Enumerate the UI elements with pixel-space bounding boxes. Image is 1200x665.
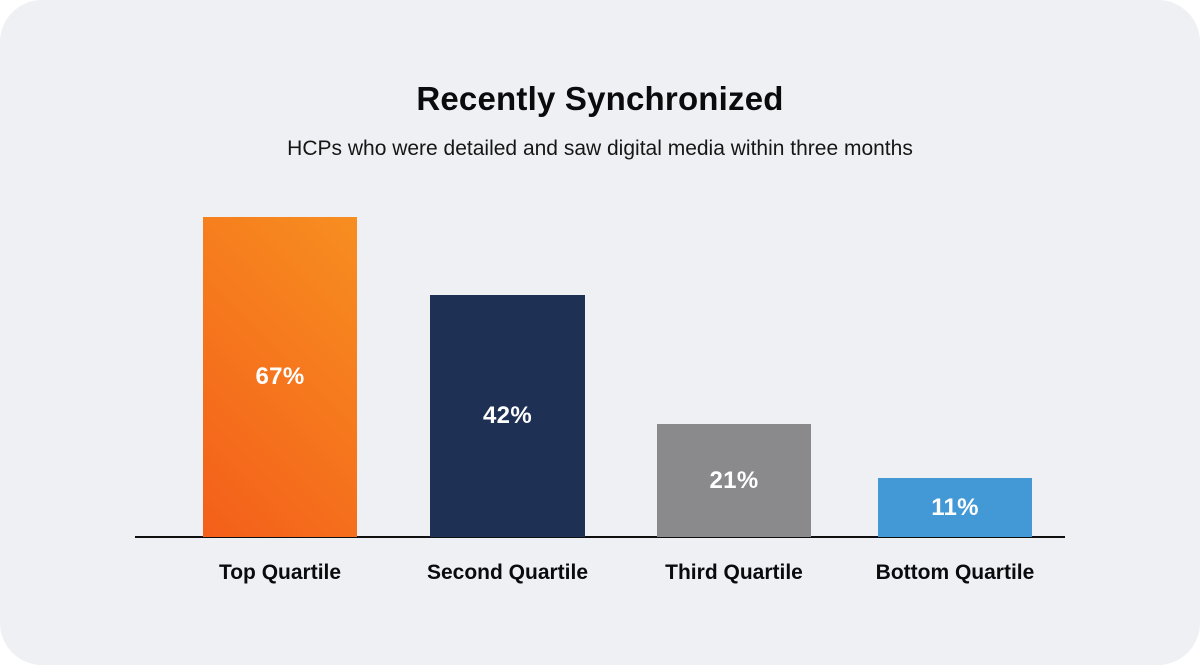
x-axis-line — [135, 536, 1065, 538]
category-label-second-quartile: Second Quartile — [426, 561, 589, 584]
category-label-top-quartile: Top Quartile — [218, 561, 342, 584]
category-label-third-quartile: Third Quartile — [665, 561, 803, 584]
bar-third-quartile: 21% — [657, 424, 811, 537]
bar-second-quartile: 42% — [430, 295, 585, 537]
bar-top-quartile: 67% — [203, 217, 357, 537]
bar-value-label-top-quartile: 67% — [255, 363, 305, 390]
chart-title: Recently Synchronized — [416, 80, 784, 117]
category-label-bottom-quartile: Bottom Quartile — [875, 561, 1035, 584]
bar-value-label-bottom-quartile: 11% — [931, 493, 979, 521]
bar-value-label-second-quartile: 42% — [483, 402, 532, 429]
bar-bottom-quartile: 11% — [878, 478, 1032, 537]
bar-value-label-third-quartile: 21% — [709, 466, 759, 494]
chart-subtitle: HCPs who were detailed and saw digital m… — [287, 137, 913, 160]
